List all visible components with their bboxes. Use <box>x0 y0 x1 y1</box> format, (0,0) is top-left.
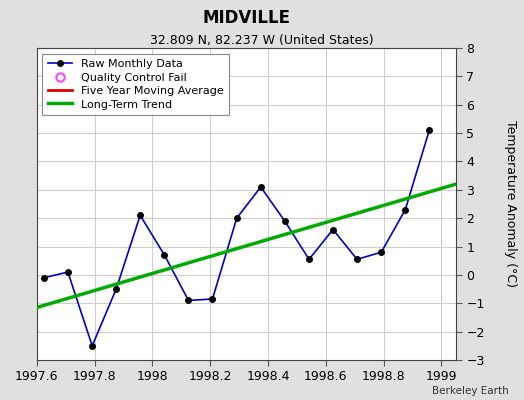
Raw Monthly Data <box>402 207 408 212</box>
Raw Monthly Data <box>426 128 432 133</box>
Raw Monthly Data <box>330 227 336 232</box>
Raw Monthly Data <box>258 184 264 189</box>
Text: Berkeley Earth: Berkeley Earth <box>432 386 508 396</box>
Line: Raw Monthly Data: Raw Monthly Data <box>41 128 432 348</box>
Raw Monthly Data <box>41 275 47 280</box>
Y-axis label: Temperature Anomaly (°C): Temperature Anomaly (°C) <box>504 120 517 288</box>
Raw Monthly Data <box>137 213 144 218</box>
Raw Monthly Data <box>281 219 288 224</box>
Raw Monthly Data <box>234 216 240 220</box>
Title: MIDVILLE: MIDVILLE <box>202 9 290 27</box>
Text: 32.809 N, 82.237 W (United States): 32.809 N, 82.237 W (United States) <box>150 34 374 47</box>
Raw Monthly Data <box>185 298 192 303</box>
Raw Monthly Data <box>65 270 71 274</box>
Legend: Raw Monthly Data, Quality Control Fail, Five Year Moving Average, Long-Term Tren: Raw Monthly Data, Quality Control Fail, … <box>42 54 230 115</box>
Raw Monthly Data <box>306 257 312 262</box>
Raw Monthly Data <box>89 344 95 348</box>
Raw Monthly Data <box>209 297 215 302</box>
Raw Monthly Data <box>113 287 119 292</box>
Raw Monthly Data <box>378 250 385 255</box>
Raw Monthly Data <box>161 253 168 258</box>
Raw Monthly Data <box>354 257 360 262</box>
